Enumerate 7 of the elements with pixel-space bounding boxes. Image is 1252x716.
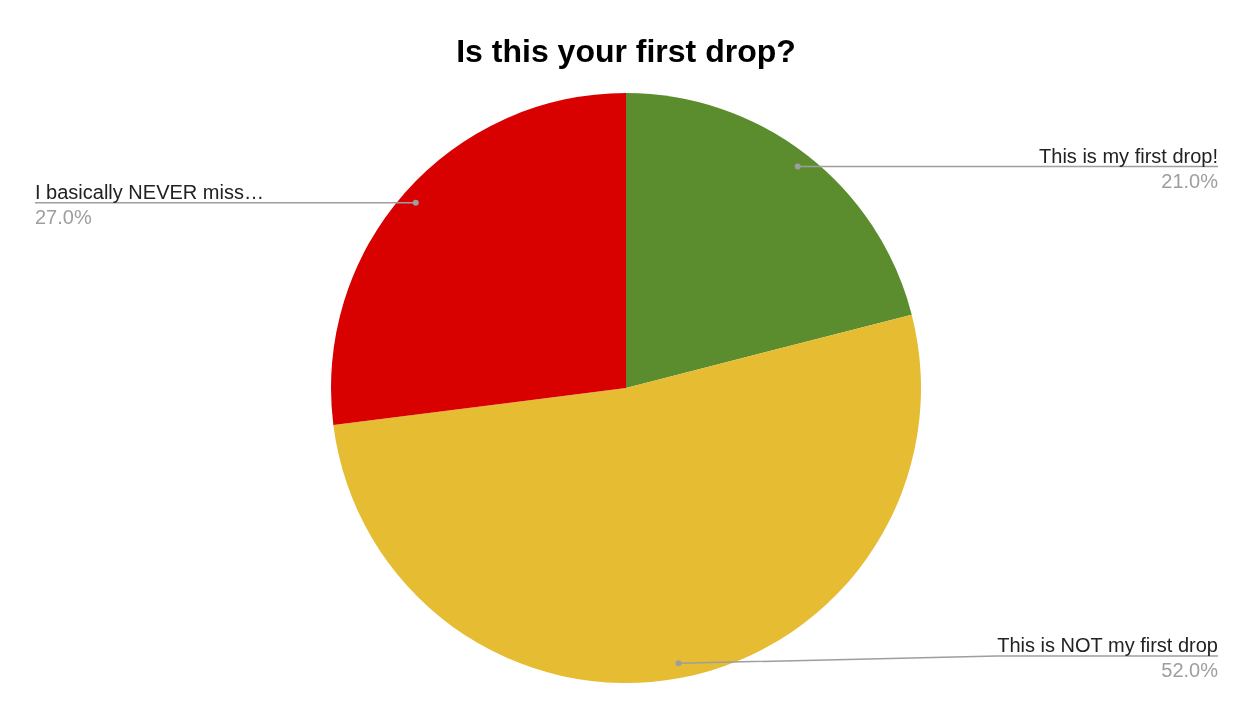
slice-label: I basically NEVER miss… bbox=[35, 180, 264, 203]
slice-label: This is NOT my first drop bbox=[997, 634, 1218, 656]
data-label: 21.0% bbox=[1161, 169, 1219, 192]
chart-title: Is this your first drop? bbox=[456, 33, 796, 69]
data-label: 27.0% bbox=[35, 205, 92, 228]
slice-label: This is my first drop! bbox=[1039, 144, 1218, 167]
data-label: 52.0% bbox=[1161, 659, 1219, 681]
